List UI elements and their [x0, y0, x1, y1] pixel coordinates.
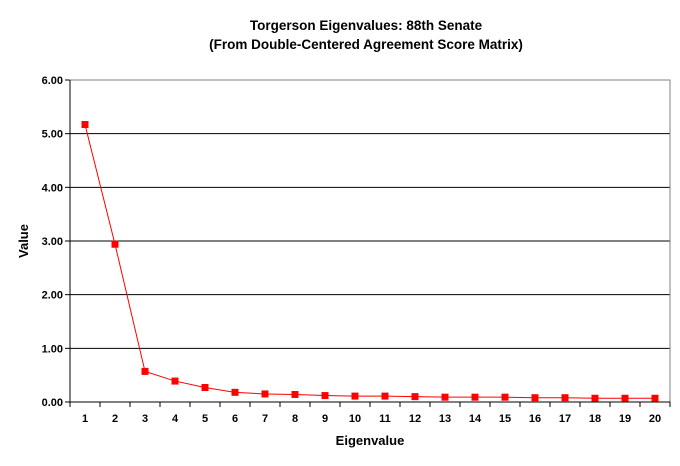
- x-tick-label: 15: [499, 413, 511, 425]
- x-tick-label: 12: [409, 413, 421, 425]
- x-tick-label: 9: [322, 413, 328, 425]
- data-point: [261, 390, 269, 398]
- data-point: [111, 240, 119, 248]
- gridlines: [65, 79, 671, 407]
- x-tick-label: 7: [262, 413, 268, 425]
- x-tick-label: 16: [529, 413, 541, 425]
- x-tick-label: 8: [292, 413, 298, 425]
- x-tick-label: 19: [619, 413, 631, 425]
- data-point: [351, 392, 359, 400]
- data-point: [651, 394, 659, 402]
- data-point: [591, 394, 599, 402]
- x-tick-label: 10: [349, 413, 361, 425]
- y-tick-label: 0.00: [42, 397, 63, 409]
- x-tick-labels: 1 2 3 4 5 6 7 8 9 10 11 12 13 14 15 16 17 18 19 20: [82, 413, 661, 425]
- x-tick-label: 5: [202, 413, 208, 425]
- y-tick-label: 6.00: [42, 75, 63, 87]
- y-tick-label: 1.00: [42, 343, 63, 355]
- data-point: [381, 392, 389, 400]
- chart-title: Torgerson Eigenvalues: 88th Senate: [250, 18, 483, 33]
- data-point: [441, 393, 449, 401]
- series-group: [81, 121, 659, 402]
- chart-subtitle: (From Double-Centered Agreement Score Ma…: [209, 37, 523, 52]
- x-tick-label: 6: [232, 413, 238, 425]
- y-tick-label: 4.00: [42, 182, 63, 194]
- x-tick-label: 11: [379, 413, 391, 425]
- y-tick-label: 5.00: [42, 129, 63, 141]
- x-tick-label: 3: [142, 413, 148, 425]
- data-point: [621, 394, 629, 402]
- data-point: [171, 377, 179, 385]
- x-tick-label: 14: [469, 413, 482, 425]
- data-point: [291, 390, 299, 398]
- y-axis-label: Value: [16, 224, 31, 258]
- data-point: [81, 121, 89, 129]
- data-point: [141, 367, 149, 375]
- data-point: [411, 393, 419, 401]
- y-tick-label: 3.00: [42, 236, 63, 248]
- data-point: [201, 384, 209, 392]
- x-tick-label: 1: [82, 413, 88, 425]
- data-point: [561, 394, 569, 402]
- data-point: [531, 394, 539, 402]
- data-point: [501, 393, 509, 401]
- series-line: [84, 124, 655, 399]
- x-tick-label: 4: [172, 413, 179, 425]
- data-point: [471, 393, 479, 401]
- x-tick-label: 17: [559, 413, 571, 425]
- data-point: [321, 392, 329, 400]
- y-tick-labels: 0.00 1.00 2.00 3.00 4.00 5.00 6.00: [42, 75, 63, 409]
- data-point: [231, 388, 239, 396]
- x-tick-label: 18: [589, 413, 601, 425]
- x-axis-label: Eigenvalue: [336, 433, 405, 448]
- y-tick-label: 2.00: [42, 290, 63, 302]
- x-tick-label: 2: [112, 413, 118, 425]
- x-tick-label: 13: [439, 413, 451, 425]
- x-tick-label: 20: [649, 413, 661, 425]
